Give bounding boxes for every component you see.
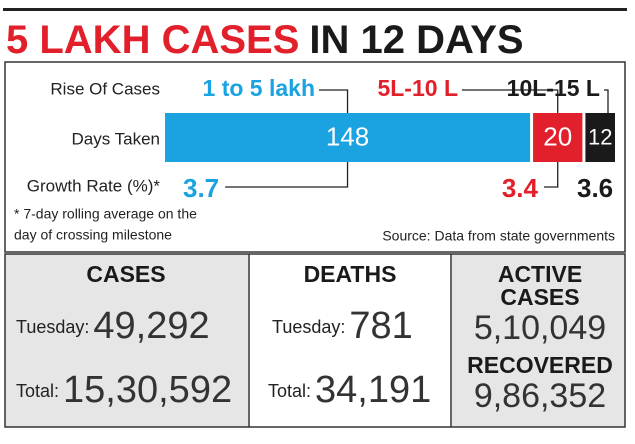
range-label: 5L-10 L: [377, 75, 458, 101]
stat-value: 5,10,049: [474, 309, 606, 347]
stat-value: 9,86,352: [474, 377, 606, 415]
row-label: Days Taken: [71, 129, 160, 148]
connector: [319, 89, 349, 113]
bar-value: 20: [543, 121, 572, 151]
bar-segment: [165, 113, 531, 162]
source: Source: Data from state governments: [382, 228, 615, 244]
stat-label: Tuesday:: [272, 317, 345, 337]
row-label: Rise Of Cases: [50, 79, 160, 98]
chart-frame: [4, 61, 626, 253]
growth-value: 3.4: [502, 173, 539, 203]
panel-title: CASES: [86, 261, 165, 287]
panel-title: RECOVERED: [467, 352, 613, 378]
stat-value: 781: [349, 305, 412, 347]
bar-segment: [533, 113, 583, 162]
stat-row: Total: 34,191: [268, 369, 431, 411]
range-label: 1 to 5 lakh: [203, 75, 315, 101]
connector: [544, 162, 559, 188]
note: day of crossing milestone: [14, 227, 172, 243]
connector: [604, 89, 609, 113]
stat-value: 34,191: [315, 369, 431, 411]
growth-value: 3.7: [183, 173, 219, 203]
panel-title: DEATHS: [304, 261, 397, 287]
range-label: 10L-15 L: [507, 75, 600, 101]
title: 5 LAKH CASES IN 12 DAYS: [6, 18, 524, 62]
panel-bg: [250, 254, 450, 427]
panel-frame: [4, 253, 626, 428]
stat-value: 49,292: [93, 305, 209, 347]
stat-label: Tuesday:: [16, 317, 89, 337]
title-red: 5 LAKH CASES: [6, 18, 299, 62]
panel-title: CASES: [500, 284, 579, 310]
stat-value: 15,30,592: [63, 369, 232, 411]
stat-row: Tuesday: 781: [272, 305, 413, 347]
growth-value: 3.6: [577, 173, 613, 203]
panel-title: ACTIVE: [498, 261, 582, 287]
panel-bg: [452, 254, 625, 427]
title-black: IN 12 DAYS: [309, 18, 523, 62]
connector: [225, 162, 349, 188]
bar-value: 148: [326, 121, 369, 151]
connector: [462, 89, 559, 113]
row-label: Growth Rate (%)*: [27, 176, 161, 195]
top-rule: [3, 8, 627, 11]
note: * 7-day rolling average on the: [14, 206, 197, 222]
bar-value: 12: [588, 124, 612, 149]
stat-label: Total:: [16, 381, 59, 401]
bar-segment: [585, 113, 615, 162]
stat-row: Tuesday: 49,292: [16, 305, 210, 347]
panel-bg: [5, 254, 248, 427]
stat-label: Total:: [268, 381, 311, 401]
stat-row: Total: 15,30,592: [16, 369, 232, 411]
